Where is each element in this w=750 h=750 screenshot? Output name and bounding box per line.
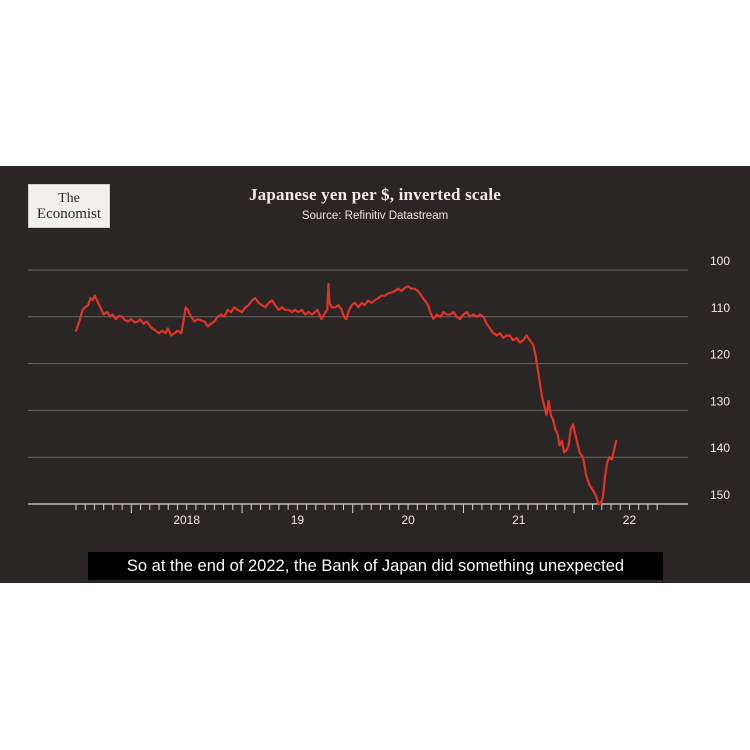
x-tick-label: 2018 <box>173 513 200 527</box>
logo-line-1: The <box>58 191 80 206</box>
x-tick-label: 19 <box>291 513 305 527</box>
y-tick-label: 120 <box>710 348 730 362</box>
y-tick-label: 150 <box>710 488 730 502</box>
chart-title: Japanese yen per $, inverted scale <box>248 185 501 204</box>
y-tick-label: 100 <box>710 254 730 268</box>
economist-logo: The Economist <box>28 184 110 228</box>
chart-subtitle: Source: Refinitiv Datastream <box>301 210 449 222</box>
video-frame: The Economist Japanese yen per $, invert… <box>0 166 750 583</box>
video-caption: So at the end of 2022, the Bank of Japan… <box>88 552 663 580</box>
x-tick-label: 21 <box>512 513 526 527</box>
line-chart: 100 110 120 130 140 150 2018 19 20 21 22 <box>28 254 730 527</box>
y-tick-label: 110 <box>711 301 730 315</box>
logo-line-2: Economist <box>36 206 102 222</box>
y-tick-label: 140 <box>710 441 730 455</box>
series-line-0 <box>74 282 618 506</box>
x-tick-label: 22 <box>623 513 637 527</box>
x-tick-label: 20 <box>401 513 415 527</box>
y-tick-label: 130 <box>710 394 730 408</box>
